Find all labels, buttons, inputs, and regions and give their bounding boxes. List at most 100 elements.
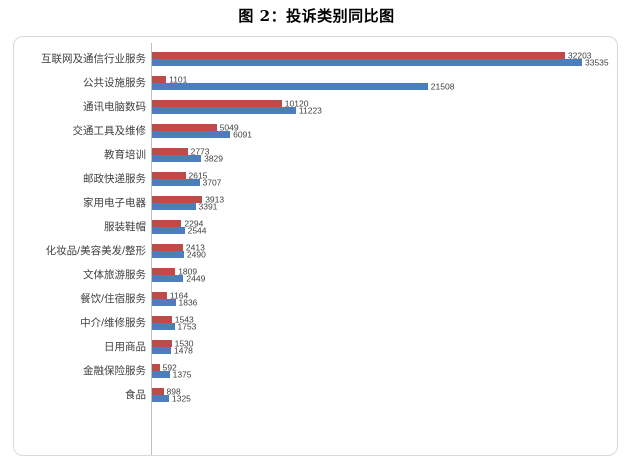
chart-row: 家用电子电器 3913 3391 (14, 191, 617, 215)
bar-red-series: 10120 (152, 99, 308, 108)
chart-row: 文体旅游服务 1809 2449 (14, 263, 617, 287)
bar-group: 2294 2544 (152, 219, 207, 235)
bar-blue-series: 6091 (152, 130, 252, 139)
value-label-red-series: 592 (162, 362, 177, 372)
bar-red-series: 32203 (152, 51, 592, 60)
value-label-blue-series: 33535 (585, 57, 609, 67)
chart-row: 互联网及通信行业服务 32203 33535 (14, 47, 617, 71)
bar-blue-series: 1753 (152, 322, 196, 331)
category-label: 文体旅游服务 (83, 269, 146, 281)
bar-group: 2773 3829 (152, 147, 223, 163)
chart-row: 金融保险服务 592 1375 (14, 359, 617, 383)
category-label: 食品 (125, 389, 146, 401)
bar-red-series: 1101 (152, 75, 187, 84)
bar-blue-series: 11223 (152, 106, 322, 115)
category-label: 餐饮/住宿服务 (80, 293, 146, 305)
bar-red-series: 2773 (152, 147, 210, 156)
chart-row: 服装鞋帽 2294 2544 (14, 215, 617, 239)
value-label-red-series: 1543 (174, 314, 194, 324)
value-label-blue-series: 1375 (172, 369, 192, 379)
bar-group: 1543 1753 (152, 315, 196, 331)
value-label-red-series: 1164 (169, 290, 189, 300)
value-label-red-series: 1101 (169, 74, 188, 84)
chart-row: 教育培训 2773 3829 (14, 143, 617, 167)
value-label-blue-series: 21508 (430, 81, 455, 91)
value-label-blue-series: 1478 (174, 345, 193, 355)
bar-blue-series: 3829 (152, 154, 223, 163)
value-label-blue-series: 6091 (233, 129, 253, 139)
value-label-red-series: 2615 (188, 170, 208, 180)
bar-group: 2615 3707 (152, 171, 221, 187)
value-label-red-series: 898 (166, 386, 181, 396)
bar-red-series: 1809 (152, 267, 197, 276)
bar-blue-series: 21508 (152, 82, 454, 91)
chart-row: 中介/维修服务 1543 1753 (14, 311, 617, 335)
bar-blue-series: 2449 (152, 274, 205, 283)
bar-red-series: 2615 (152, 171, 207, 180)
bar-red-series: 1530 (152, 339, 194, 348)
value-label-red-series: 1530 (174, 338, 194, 348)
bar-red-series: 3913 (152, 195, 224, 204)
category-label: 中介/维修服务 (80, 317, 146, 329)
bar-group: 32203 33535 (152, 51, 609, 67)
bar-red-series: 898 (152, 387, 181, 396)
bar-red-series: 2413 (152, 243, 205, 252)
bar-red-series: 1164 (152, 291, 188, 300)
value-label-blue-series: 1753 (177, 321, 197, 331)
value-label-red-series: 3913 (205, 194, 225, 204)
category-label: 交通工具及维修 (72, 125, 147, 137)
value-label-red-series: 2294 (184, 218, 204, 228)
value-label-blue-series: 11223 (298, 105, 322, 115)
value-label-blue-series: 2490 (186, 249, 206, 259)
value-label-red-series: 32203 (567, 50, 592, 60)
bar-blue-series: 1836 (152, 298, 197, 307)
bar-red-series: 2294 (152, 219, 203, 228)
category-label: 家用电子电器 (83, 197, 146, 209)
category-label: 金融保险服务 (83, 365, 146, 377)
bar-group: 1530 1478 (152, 339, 194, 355)
chart-row: 化妆品/美容美发/整形 2413 2490 (14, 239, 617, 263)
bar-red-series: 5049 (152, 123, 239, 132)
bar-blue-series: 2490 (152, 250, 206, 259)
category-label: 通讯电脑数码 (83, 101, 146, 113)
value-label-red-series: 5049 (219, 122, 239, 132)
bar-blue-series: 3707 (152, 178, 221, 187)
value-label-blue-series: 3707 (202, 177, 222, 187)
bar-group: 898 1325 (152, 387, 191, 403)
value-label-red-series: 2413 (185, 242, 205, 252)
chart-plot-area: 互联网及通信行业服务 32203 33535 公共设施服务 1101 21508 通讯电脑数… (14, 47, 617, 407)
value-label-blue-series: 1325 (172, 393, 191, 403)
bar-group: 1164 1836 (152, 291, 197, 307)
value-label-red-series: 2773 (190, 146, 210, 156)
bar-group: 1809 2449 (152, 267, 205, 283)
category-label: 邮政快递服务 (83, 173, 146, 185)
category-label: 服装鞋帽 (104, 221, 146, 233)
bar-group: 592 1375 (152, 363, 192, 379)
category-label: 互联网及通信行业服务 (41, 53, 146, 65)
bar-blue-series: 1325 (152, 394, 191, 403)
value-label-blue-series: 2449 (186, 273, 206, 283)
bar-blue-series: 1478 (152, 346, 193, 355)
bar-red-series: 1543 (152, 315, 194, 324)
category-label: 教育培训 (104, 149, 146, 161)
chart-frame: 互联网及通信行业服务 32203 33535 公共设施服务 1101 21508 通讯电脑数… (13, 36, 618, 456)
bar-blue-series: 33535 (152, 58, 609, 67)
value-label-red-series: 1809 (178, 266, 198, 276)
y-axis-line (151, 43, 152, 455)
category-label: 公共设施服务 (83, 77, 146, 89)
chart-row: 交通工具及维修 5049 6091 (14, 119, 617, 143)
value-label-blue-series: 1836 (178, 297, 198, 307)
category-label: 日用商品 (104, 341, 146, 353)
value-label-blue-series: 3391 (198, 201, 218, 211)
chart-title: 图 2：投诉类别同比图 (238, 7, 395, 25)
bar-group: 2413 2490 (152, 243, 206, 259)
bar-group: 5049 6091 (152, 123, 252, 139)
chart-row: 食品 898 1325 (14, 383, 617, 407)
bar-blue-series: 2544 (152, 226, 207, 235)
bar-blue-series: 3391 (152, 202, 217, 211)
bar-group: 3913 3391 (152, 195, 224, 211)
value-label-blue-series: 3829 (204, 153, 224, 163)
chart-row: 公共设施服务 1101 21508 (14, 71, 617, 95)
chart-row: 餐饮/住宿服务 1164 1836 (14, 287, 617, 311)
chart-row: 邮政快递服务 2615 3707 (14, 167, 617, 191)
